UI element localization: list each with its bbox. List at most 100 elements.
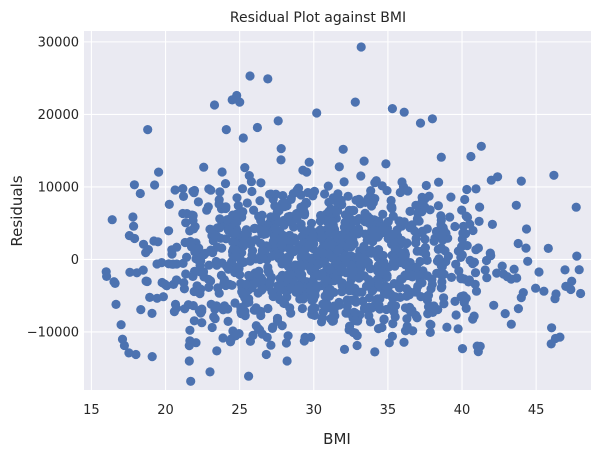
scatter-point: [364, 218, 374, 228]
scatter-point: [178, 208, 188, 219]
scatter-point: [439, 299, 449, 309]
scatter-point: [278, 191, 288, 201]
scatter-point: [147, 352, 157, 362]
scatter-point: [476, 141, 486, 151]
scatter-point: [487, 219, 497, 229]
scatter-point: [212, 260, 222, 270]
scatter-point: [154, 167, 164, 177]
scatter-point: [399, 337, 409, 347]
scatter-point: [223, 316, 233, 326]
scatter-point: [240, 311, 250, 321]
scatter-point: [350, 308, 361, 318]
scatter-point: [282, 356, 292, 366]
scatter-point: [275, 273, 285, 283]
x-tick-label: 40: [454, 403, 471, 418]
scatter-point: [348, 283, 358, 293]
y-tick-label: 30000: [38, 35, 79, 50]
scatter-point: [456, 292, 466, 302]
scatter-point: [450, 221, 460, 232]
scatter-point: [425, 319, 435, 329]
scatter-point: [334, 297, 344, 307]
scatter-point: [317, 232, 327, 242]
scatter-point: [263, 74, 273, 84]
scatter-point: [318, 256, 328, 266]
scatter-point: [404, 302, 415, 312]
scatter-point: [283, 212, 293, 222]
scatter-point: [331, 230, 341, 240]
scatter-point: [352, 340, 362, 351]
scatter-point: [349, 216, 359, 226]
scatter-point: [242, 198, 252, 208]
scatter-point: [255, 238, 266, 248]
scatter-point: [475, 202, 485, 212]
scatter-point: [412, 246, 422, 256]
scatter-point: [275, 295, 285, 305]
scatter-point: [312, 281, 322, 291]
scatter-point: [297, 303, 307, 314]
scatter-point: [283, 331, 293, 341]
scatter-point: [227, 95, 237, 105]
scatter-point: [462, 184, 472, 195]
scatter-point: [141, 248, 151, 258]
scatter-point: [549, 170, 559, 180]
scatter-point: [382, 289, 392, 299]
scatter-point: [228, 237, 238, 247]
scatter-point: [315, 225, 325, 235]
scatter-point: [433, 201, 443, 211]
scatter-point: [427, 279, 437, 289]
scatter-point: [232, 193, 242, 203]
scatter-point: [207, 322, 217, 333]
scatter-point: [492, 268, 502, 278]
scatter-point: [228, 229, 238, 239]
scatter-point: [469, 257, 479, 267]
scatter-point: [193, 197, 203, 207]
scatter-point: [513, 304, 524, 314]
scatter-point: [211, 302, 221, 312]
scatter-point: [412, 313, 422, 323]
scatter-point: [271, 189, 281, 199]
scatter-point: [339, 344, 350, 354]
scatter-point: [185, 325, 195, 335]
x-tick-label: 35: [380, 403, 397, 418]
scatter-point: [167, 249, 177, 259]
scatter-point: [373, 232, 383, 242]
y-axis-label: Residuals: [8, 175, 26, 246]
scatter-point: [285, 303, 295, 313]
scatter-point: [241, 279, 251, 289]
scatter-point: [160, 279, 170, 289]
scatter-point: [539, 286, 549, 296]
scatter-point: [267, 251, 277, 261]
scatter-point: [307, 234, 317, 244]
scatter-point: [360, 208, 370, 218]
scatter-point: [196, 308, 206, 318]
scatter-point: [276, 233, 286, 243]
scatter-point: [164, 199, 174, 209]
x-tick-label: 25: [231, 403, 248, 418]
scatter-point: [493, 172, 503, 182]
scatter-point: [330, 311, 340, 321]
scatter-point: [388, 229, 398, 239]
scatter-point: [298, 165, 308, 175]
scatter-point: [261, 229, 271, 239]
scatter-point: [327, 217, 337, 227]
scatter-point: [439, 269, 449, 279]
scatter-point: [511, 200, 521, 210]
scatter-point: [164, 226, 174, 236]
scatter-point: [453, 246, 463, 256]
scatter-point: [420, 194, 430, 204]
scatter-point: [244, 171, 254, 181]
scatter-point: [436, 261, 446, 271]
scatter-point: [350, 97, 360, 107]
scatter-point: [256, 216, 266, 226]
scatter-point: [129, 221, 139, 231]
scatter-point: [365, 317, 376, 327]
scatter-point: [267, 287, 277, 297]
scatter-point: [281, 338, 291, 348]
scatter-point: [275, 282, 285, 293]
scatter-point: [348, 267, 358, 277]
scatter-point: [471, 184, 481, 194]
scatter-point: [509, 264, 519, 274]
scatter-point: [308, 191, 318, 201]
scatter-point: [489, 300, 499, 310]
scatter-point: [325, 224, 335, 234]
